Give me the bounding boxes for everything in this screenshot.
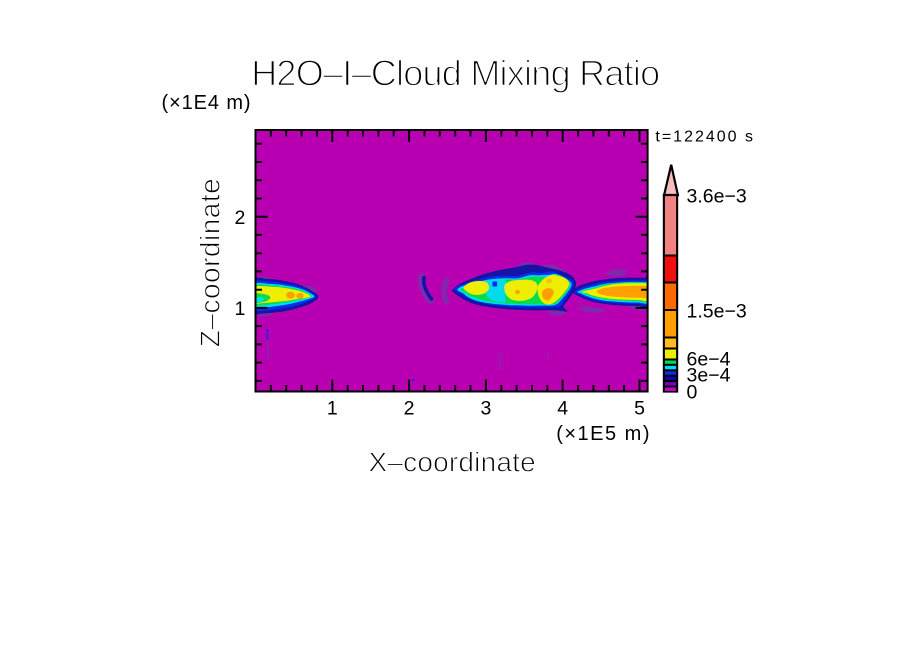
svg-text:H2O–I–Cloud Mixing Ratio: H2O–I–Cloud Mixing Ratio — [251, 53, 659, 94]
svg-text:2: 2 — [404, 397, 415, 419]
svg-text:1.5e−3: 1.5e−3 — [687, 301, 747, 323]
svg-text:0: 0 — [687, 381, 698, 403]
svg-text:3.6e−3: 3.6e−3 — [687, 186, 747, 208]
svg-text:Z–coordinate: Z–coordinate — [195, 178, 226, 347]
svg-text:6e−4: 6e−4 — [687, 349, 731, 371]
svg-text:4: 4 — [557, 397, 568, 419]
svg-text:(×1E4 m): (×1E4 m) — [161, 92, 251, 114]
svg-text:2: 2 — [234, 207, 245, 229]
svg-text:(×1E5 m): (×1E5 m) — [556, 423, 651, 445]
svg-text:1: 1 — [327, 397, 338, 419]
svg-text:1: 1 — [234, 298, 245, 320]
svg-text:3e−4: 3e−4 — [687, 365, 731, 387]
svg-text:X–coordinate: X–coordinate — [368, 447, 535, 478]
svg-text:5: 5 — [634, 397, 645, 419]
svg-text:t=122400 s: t=122400 s — [655, 128, 755, 145]
svg-text:3: 3 — [480, 397, 491, 419]
